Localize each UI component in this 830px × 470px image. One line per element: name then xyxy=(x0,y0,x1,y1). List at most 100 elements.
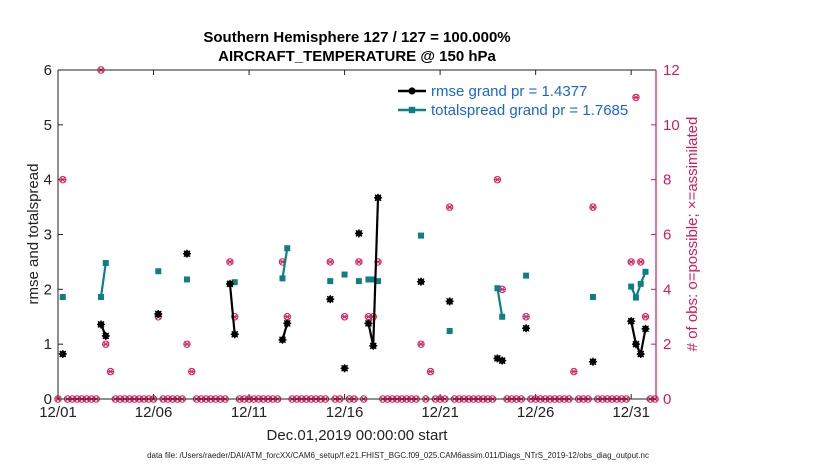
rmse-point xyxy=(283,319,292,328)
totalspread-point xyxy=(59,294,66,301)
totalspread-point xyxy=(632,294,639,301)
rmse-point xyxy=(182,249,191,258)
rmse-point xyxy=(154,310,163,319)
x-tick-label: 12/01 xyxy=(39,404,77,421)
series-layer xyxy=(58,193,650,373)
obs-count-marker xyxy=(183,340,191,348)
obs-count-marker xyxy=(188,367,196,376)
totalspread-point xyxy=(642,268,649,275)
rmse-point xyxy=(96,320,105,329)
totalspread-line-segment xyxy=(281,248,289,279)
rmse-point xyxy=(58,350,67,359)
obs-count-marker xyxy=(102,340,110,348)
y-left-tick-label: 2 xyxy=(44,281,52,298)
y-left-tick-label: 4 xyxy=(44,172,52,189)
x-tick-label: 12/06 xyxy=(135,404,173,421)
x-tick-label: 12/16 xyxy=(326,404,364,421)
rmse-point xyxy=(522,324,531,333)
chart-title-line2: AIRCRAFT_TEMPERATURE @ 150 hPa xyxy=(218,48,496,65)
y-right-tick-label: 6 xyxy=(663,227,671,244)
totalspread-point xyxy=(97,294,104,301)
totalspread-point xyxy=(628,283,635,290)
totalspread-line-segment xyxy=(630,271,647,301)
rmse-point xyxy=(374,193,383,202)
series-totalspread xyxy=(59,232,649,335)
rmse-point xyxy=(326,295,335,304)
rmse-point xyxy=(278,335,287,344)
x-tick-label: 12/26 xyxy=(517,404,555,421)
y-right-tick-label: 8 xyxy=(663,172,671,189)
rmse-point xyxy=(498,356,507,365)
x-tick-label: 12/21 xyxy=(421,404,459,421)
totalspread-point xyxy=(418,232,425,239)
totalspread-point xyxy=(183,276,190,283)
totalspread-point xyxy=(155,268,162,275)
totalspread-point xyxy=(231,279,238,286)
rmse-point xyxy=(631,340,640,349)
totalspread-point xyxy=(499,313,506,320)
rmse-point xyxy=(641,324,650,333)
footer-datafile: data file: /Users/raeder/DAI/ATM_forcXX/… xyxy=(147,451,649,460)
totalspread-point xyxy=(355,278,362,285)
obs-count-marker xyxy=(632,93,640,102)
totalspread-point xyxy=(284,245,291,252)
rmse-point xyxy=(369,341,378,350)
y-left-tick-label: 6 xyxy=(44,62,52,79)
rmse-point xyxy=(340,364,349,373)
obs-count-marker xyxy=(445,203,454,211)
totalspread-point xyxy=(494,285,501,292)
left-axis-label: rmse and totalspread xyxy=(25,164,42,305)
totalspread-point xyxy=(637,280,644,287)
x-tick-label: 12/31 xyxy=(612,404,650,421)
totalspread-point xyxy=(102,260,109,267)
totalspread-point xyxy=(375,278,382,285)
obs-count-marker xyxy=(522,313,530,321)
obs-count-marker xyxy=(340,313,349,321)
series-rmse xyxy=(58,193,650,373)
y-right-tick-label: 2 xyxy=(663,336,671,353)
rmse-point xyxy=(636,350,645,359)
obs-count-marker xyxy=(226,258,234,266)
y-left-tick-label: 1 xyxy=(44,336,52,353)
obs-count-marker xyxy=(426,367,435,376)
rmse-point xyxy=(225,279,234,288)
rmse-point xyxy=(417,277,426,286)
rmse-line-segment xyxy=(228,283,236,335)
rmse-point xyxy=(588,357,597,366)
totalspread-point xyxy=(365,276,372,283)
y-left-tick-label: 5 xyxy=(44,117,52,134)
rmse-point xyxy=(101,331,110,340)
right-axis-label: # of obs: o=possible; ×=assimilated xyxy=(684,117,701,352)
totalspread-point xyxy=(327,278,334,285)
legend-spread-marker xyxy=(408,106,416,114)
obs-count-marker xyxy=(641,313,650,321)
axis-ticks: 12/01 12/06 12/11 12/16 12/21 12/26 12/3101234… xyxy=(39,62,679,421)
rmse-point xyxy=(364,319,373,328)
obs-count-marker xyxy=(106,367,115,376)
rmse-point xyxy=(354,229,363,238)
totalspread-line-segment xyxy=(99,262,107,298)
obs-count-marker xyxy=(355,258,363,266)
rmse-line-segment xyxy=(630,320,647,358)
obs-count-marker xyxy=(589,203,597,211)
x-axis-label: Dec.01,2019 00:00:00 start xyxy=(267,427,449,444)
chart-title-line1: Southern Hemisphere 127 / 127 = 100.000% xyxy=(203,29,510,46)
totalspread-point xyxy=(589,294,596,301)
rmse-point xyxy=(627,317,636,326)
rmse-point xyxy=(445,297,454,306)
totalspread-point xyxy=(370,276,377,283)
y-right-tick-label: 0 xyxy=(663,391,671,408)
obs-count-marker xyxy=(326,258,334,266)
obs-count-marker xyxy=(417,340,425,348)
y-right-tick-label: 4 xyxy=(663,281,671,298)
rmse-point xyxy=(230,330,239,339)
y-right-tick-label: 12 xyxy=(663,62,680,79)
y-left-tick-label: 0 xyxy=(44,391,52,408)
legend-rmse-label: rmse grand pr = 1.4377 xyxy=(431,83,587,100)
obs-count-marker xyxy=(59,175,67,184)
obs-count-marker xyxy=(627,258,635,266)
totalspread-point xyxy=(341,271,348,278)
totalspread-line-segment xyxy=(496,288,504,317)
legend: rmse grand pr = 1.4377 totalspread grand… xyxy=(398,83,628,119)
